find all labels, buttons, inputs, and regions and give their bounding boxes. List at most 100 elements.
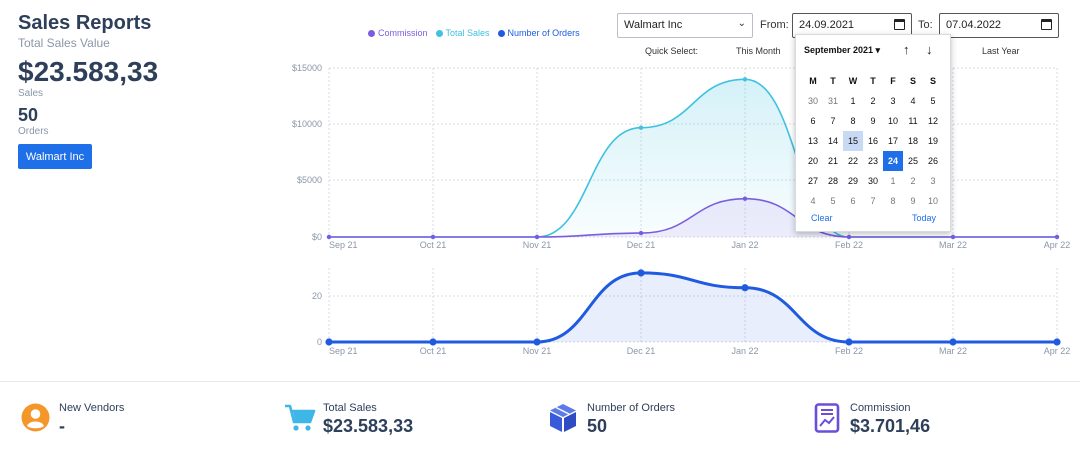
calendar-day[interactable]: 5 bbox=[930, 96, 936, 106]
month-year-dropdown[interactable]: September 2021 ▾ bbox=[804, 45, 881, 55]
legend-item-total-sales[interactable]: Total Sales bbox=[435, 28, 490, 38]
calendar-day[interactable]: 3 bbox=[930, 176, 936, 186]
x-tick-label: Oct 21 bbox=[420, 346, 447, 356]
vendor-select[interactable]: Walmart Inc ⌄ bbox=[617, 13, 753, 38]
x-tick-label: Dec 21 bbox=[627, 240, 656, 250]
data-point bbox=[638, 125, 644, 130]
calendar-icon[interactable] bbox=[1041, 19, 1052, 30]
calendar-day[interactable]: 8 bbox=[890, 196, 896, 206]
x-tick-label: Jan 22 bbox=[731, 240, 758, 250]
arrow-up-icon[interactable]: ↑ bbox=[903, 42, 910, 57]
data-point bbox=[741, 284, 749, 292]
calendar-day[interactable]: 11 bbox=[908, 116, 918, 126]
chevron-down-icon: ⌄ bbox=[737, 18, 746, 29]
calendar-day[interactable]: 5 bbox=[830, 196, 836, 206]
calendar-day[interactable]: 7 bbox=[870, 196, 876, 206]
calendar-day[interactable]: 27 bbox=[807, 176, 818, 186]
calendar-day[interactable]: 30 bbox=[807, 96, 818, 106]
calendar-day[interactable]: 9 bbox=[870, 116, 876, 126]
calendar-day[interactable]: 7 bbox=[830, 116, 836, 126]
calendar-day[interactable]: 14 bbox=[827, 136, 838, 146]
calendar-day[interactable]: 31 bbox=[827, 96, 838, 106]
calendar-day[interactable]: 12 bbox=[927, 116, 938, 126]
weekday-label: F bbox=[890, 76, 896, 86]
calendar-day[interactable]: 22 bbox=[847, 156, 858, 166]
quick-select-this-month[interactable]: This Month bbox=[736, 46, 781, 56]
box-icon bbox=[550, 404, 576, 432]
calendar-day[interactable]: 13 bbox=[807, 136, 818, 146]
calendar-day[interactable]: 19 bbox=[927, 136, 938, 146]
x-tick-label: Nov 21 bbox=[523, 240, 552, 250]
calendar-day[interactable]: 4 bbox=[910, 96, 916, 106]
calendar-day[interactable]: 15 bbox=[843, 131, 863, 151]
calendar-day[interactable]: 4 bbox=[810, 196, 816, 206]
calendar-day[interactable]: 1 bbox=[850, 96, 856, 106]
series-area bbox=[329, 198, 1057, 237]
calendar-icon[interactable] bbox=[894, 19, 905, 30]
vendor-select-value: Walmart Inc bbox=[624, 19, 683, 31]
data-point bbox=[429, 338, 437, 346]
data-point bbox=[534, 234, 540, 240]
calendar-day[interactable]: 8 bbox=[850, 116, 856, 126]
calendar-day[interactable]: 3 bbox=[890, 96, 896, 106]
calendar-day[interactable]: 25 bbox=[907, 156, 918, 166]
x-tick-label: Mar 22 bbox=[939, 240, 967, 250]
weekday-label: T bbox=[870, 76, 876, 86]
series-line bbox=[328, 271, 1057, 344]
calendar-day[interactable]: 21 bbox=[827, 156, 838, 166]
calendar-day[interactable]: 6 bbox=[850, 196, 856, 206]
calendar-day[interactable]: 10 bbox=[927, 196, 938, 206]
x-tick-label: Apr 22 bbox=[1044, 346, 1071, 356]
calendar-day[interactable]: 30 bbox=[867, 176, 878, 186]
calendar-day[interactable]: 24 bbox=[883, 151, 903, 171]
calendar-day[interactable]: 9 bbox=[910, 196, 916, 206]
x-tick-label: Jan 22 bbox=[731, 346, 758, 356]
sales-charts: $15000 $10000 $5000 $0 Sep 21 Oct 21 Nov 21 Dec… bbox=[292, 63, 1071, 356]
series-line bbox=[329, 197, 1057, 238]
today-button[interactable]: Today bbox=[912, 213, 937, 223]
legend-item-commission[interactable]: Commission bbox=[368, 28, 428, 38]
calendar-day[interactable]: 20 bbox=[807, 156, 818, 166]
calendar-day[interactable]: 29 bbox=[847, 176, 858, 186]
divider bbox=[0, 381, 1080, 382]
quick-select-last-year[interactable]: Last Year bbox=[982, 46, 1020, 56]
calendar-day[interactable]: 17 bbox=[887, 136, 898, 146]
legend-item-orders[interactable]: Number of Orders bbox=[497, 28, 580, 38]
calendar-day[interactable]: 26 bbox=[927, 156, 938, 166]
sales-chart: $15000 $10000 $5000 $0 Sep 21 Oct 21 Nov 21 Dec… bbox=[292, 63, 1070, 250]
calendar-day[interactable]: 2 bbox=[910, 176, 916, 186]
user-circle-icon bbox=[21, 403, 50, 432]
calendar-day[interactable]: 6 bbox=[810, 116, 816, 126]
calendar-day[interactable]: 1 bbox=[890, 176, 896, 186]
clear-button[interactable]: Clear bbox=[811, 213, 833, 223]
stat-commission: Commission $3.701,46 bbox=[850, 402, 930, 437]
calendar-day[interactable]: 10 bbox=[887, 116, 898, 126]
weekday-label: T bbox=[830, 76, 836, 86]
calendar-day[interactable]: 23 bbox=[867, 156, 878, 166]
orders-label: Orders bbox=[18, 126, 49, 137]
x-tick-label: Sep 21 bbox=[329, 346, 358, 356]
data-point bbox=[1054, 234, 1060, 240]
data-point bbox=[638, 230, 644, 236]
y-tick-label: $10000 bbox=[292, 119, 322, 129]
legend-label: Number of Orders bbox=[507, 28, 580, 38]
weekday-label: W bbox=[848, 76, 858, 86]
y-tick-label: $15000 bbox=[292, 63, 322, 73]
chart-legend: Commission Total Sales Number of Orders bbox=[368, 28, 580, 38]
stat-total-sales: Total Sales $23.583,33 bbox=[323, 402, 413, 437]
week-row: 30 31 1 2 3 4 5 bbox=[803, 91, 943, 111]
data-point bbox=[326, 234, 332, 240]
stat-label: New Vendors bbox=[59, 402, 125, 414]
calendar-day[interactable]: 18 bbox=[907, 136, 918, 146]
stat-label: Commission bbox=[850, 402, 911, 414]
stat-label: Total Sales bbox=[323, 402, 377, 414]
calendar-day[interactable]: 28 bbox=[827, 176, 838, 186]
calendar-day[interactable]: 2 bbox=[870, 96, 876, 106]
to-date-input[interactable]: 07.04.2022 bbox=[939, 13, 1059, 38]
vendor-button[interactable]: Walmart Inc bbox=[18, 144, 92, 169]
data-point bbox=[637, 269, 645, 277]
calendar-day[interactable]: 16 bbox=[867, 136, 878, 146]
arrow-down-icon[interactable]: ↓ bbox=[926, 42, 933, 57]
